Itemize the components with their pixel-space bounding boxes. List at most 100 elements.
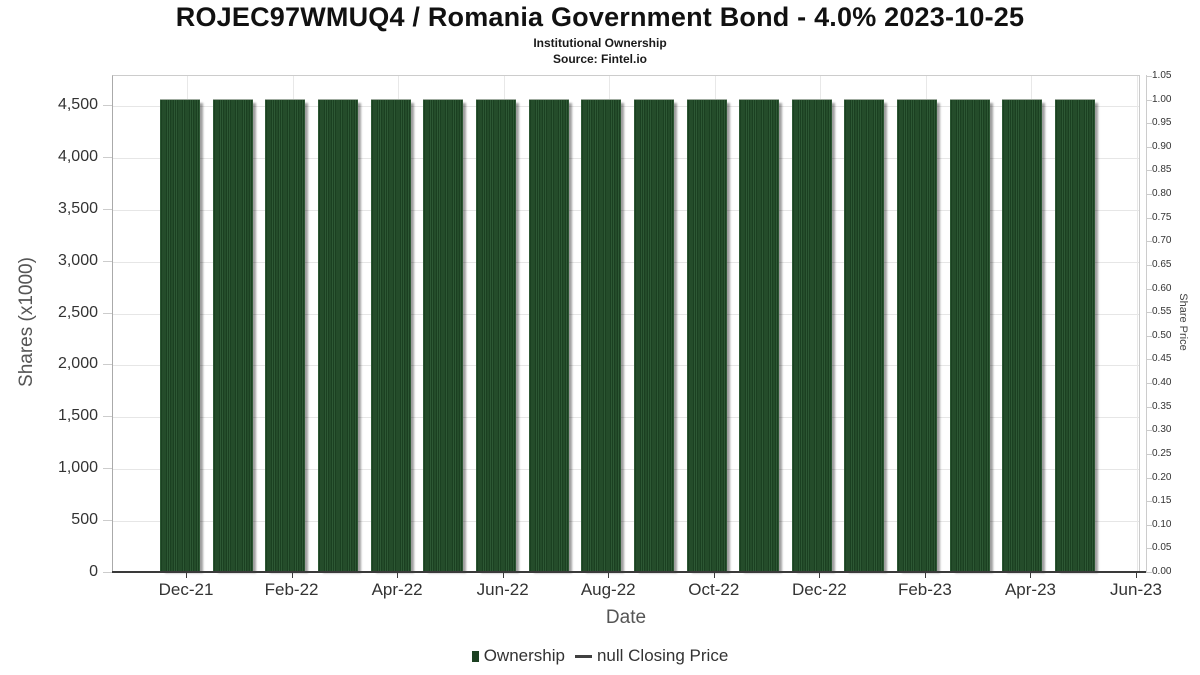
horizontal-gridline bbox=[113, 313, 1139, 315]
ownership-bar[interactable] bbox=[581, 98, 622, 571]
right-axis-tick bbox=[1146, 217, 1152, 219]
x-axis-tick bbox=[291, 573, 293, 578]
left-axis-tick bbox=[103, 312, 112, 314]
ownership-bar[interactable] bbox=[160, 98, 200, 571]
right-axis-tick-label: 1.05 bbox=[1152, 69, 1172, 81]
right-axis-tick-label: 0.30 bbox=[1152, 424, 1172, 436]
right-axis-tick-label: 0.35 bbox=[1152, 400, 1172, 412]
right-axis-tick-label: 0.70 bbox=[1152, 235, 1172, 247]
horizontal-gridline bbox=[113, 469, 1139, 471]
left-axis-tick-label: 500 bbox=[71, 511, 98, 529]
right-axis-tick-label: 0.75 bbox=[1152, 211, 1172, 223]
right-axis-tick-label: 0.50 bbox=[1152, 329, 1172, 341]
right-axis-tick bbox=[1146, 430, 1152, 432]
x-axis-tick bbox=[502, 573, 504, 578]
right-axis-tick bbox=[1146, 406, 1152, 408]
right-axis-tick-label: 0.60 bbox=[1152, 282, 1172, 294]
ownership-bar[interactable] bbox=[317, 98, 358, 571]
chart-title: ROJEC97WMUQ4 / Romania Government Bond -… bbox=[175, 2, 1025, 32]
x-axis-tick bbox=[819, 573, 821, 578]
right-axis-tick-label: 0.55 bbox=[1152, 306, 1172, 318]
horizontal-gridline bbox=[113, 365, 1139, 367]
x-axis-tick bbox=[1030, 573, 1032, 578]
ownership-bar[interactable] bbox=[1002, 98, 1043, 571]
ownership-bar[interactable] bbox=[949, 98, 990, 571]
x-axis-tick bbox=[1136, 573, 1138, 578]
left-axis-tick-label: 4,000 bbox=[57, 147, 98, 165]
ownership-bar[interactable] bbox=[844, 98, 885, 571]
left-axis-tick-label: 2,000 bbox=[57, 355, 98, 373]
left-axis-tick-label: 3,500 bbox=[57, 199, 98, 217]
right-axis-tick-label: 0.45 bbox=[1152, 353, 1172, 365]
ownership-bar[interactable] bbox=[739, 98, 780, 571]
x-axis-tick bbox=[608, 573, 610, 578]
horizontal-gridline bbox=[113, 417, 1139, 419]
ownership-bar[interactable] bbox=[212, 98, 253, 571]
left-axis-tick bbox=[103, 156, 112, 158]
ownership-bar[interactable] bbox=[370, 98, 411, 571]
horizontal-gridline bbox=[113, 157, 1139, 159]
legend-item-ownership[interactable]: Ownership bbox=[471, 646, 565, 666]
right-axis-tick bbox=[1146, 359, 1152, 361]
right-axis-tick bbox=[1146, 335, 1152, 337]
right-axis-tick-label: 0.05 bbox=[1152, 542, 1172, 554]
left-axis-tick-label: 4,500 bbox=[57, 95, 98, 113]
right-axis-tick-label: 0.25 bbox=[1152, 447, 1172, 459]
right-y-axis-line bbox=[1146, 75, 1147, 572]
x-axis-tick-label: Jun-23 bbox=[1110, 580, 1163, 599]
x-axis-tick bbox=[186, 573, 187, 578]
x-axis-tick-label: Apr-23 bbox=[1004, 580, 1056, 599]
right-axis-tick-label: 0.90 bbox=[1152, 140, 1172, 152]
right-axis-tick bbox=[1146, 99, 1152, 101]
legend-label-closing-price: null Closing Price bbox=[596, 646, 729, 665]
ownership-bar[interactable] bbox=[686, 98, 727, 571]
left-axis-tick-label: 1,000 bbox=[57, 459, 98, 477]
x-axis-title: Date bbox=[605, 607, 647, 628]
right-axis-tick-label: 0.10 bbox=[1152, 518, 1172, 530]
right-axis-tick bbox=[1146, 548, 1152, 550]
left-axis-tick-label: 1,500 bbox=[57, 407, 98, 425]
left-axis-tick-label: 0 bbox=[89, 563, 98, 580]
x-axis-tick bbox=[924, 573, 926, 578]
left-axis-tick bbox=[103, 416, 112, 418]
right-axis-tick-label: 0.95 bbox=[1152, 117, 1172, 129]
legend-label-ownership: Ownership bbox=[483, 646, 565, 665]
ownership-bar[interactable] bbox=[265, 98, 306, 571]
right-axis-tick bbox=[1146, 312, 1152, 314]
left-axis-tick-label: 2,500 bbox=[57, 303, 98, 321]
ownership-bar[interactable] bbox=[1055, 98, 1096, 571]
legend-item-closing-price[interactable]: null Closing Price bbox=[574, 646, 729, 666]
y-axis-title-left: Shares (x1000) bbox=[16, 257, 37, 387]
ownership-bar[interactable] bbox=[897, 98, 938, 571]
ownership-bar[interactable] bbox=[528, 98, 569, 571]
horizontal-gridline bbox=[113, 521, 1139, 523]
horizontal-gridline bbox=[113, 209, 1139, 211]
ownership-bar[interactable] bbox=[423, 98, 464, 571]
x-axis-tick-label: Aug-22 bbox=[580, 580, 636, 599]
right-axis-tick bbox=[1146, 264, 1152, 266]
x-axis-line bbox=[112, 571, 1147, 573]
ownership-bar[interactable] bbox=[791, 98, 832, 571]
x-axis-tick-label: Feb-23 bbox=[897, 580, 952, 599]
left-axis-tick bbox=[103, 104, 112, 106]
right-axis-tick bbox=[1146, 524, 1152, 526]
right-axis-tick bbox=[1146, 170, 1152, 172]
x-axis-tick-label: Feb-22 bbox=[264, 580, 319, 599]
chart-source-credit: Source: Fintel.io bbox=[552, 52, 647, 66]
right-axis-tick bbox=[1146, 288, 1152, 290]
ownership-bar[interactable] bbox=[633, 98, 674, 571]
right-axis-tick-label: 0.00 bbox=[1152, 566, 1172, 577]
right-axis-tick bbox=[1146, 194, 1152, 196]
x-axis-tick-label: Dec-21 bbox=[158, 580, 214, 599]
ownership-bar[interactable] bbox=[475, 98, 516, 571]
left-axis-tick bbox=[103, 468, 112, 470]
right-axis-tick bbox=[1146, 477, 1152, 479]
vertical-gridline bbox=[1137, 76, 1139, 571]
right-axis-tick-label: 0.85 bbox=[1152, 164, 1172, 176]
right-axis-tick bbox=[1146, 146, 1152, 148]
y-axis-title-right: Share Price bbox=[1177, 293, 1189, 351]
right-axis-tick bbox=[1146, 572, 1152, 573]
left-axis-tick bbox=[103, 364, 112, 366]
ownership-column-swatch-icon bbox=[471, 650, 479, 662]
